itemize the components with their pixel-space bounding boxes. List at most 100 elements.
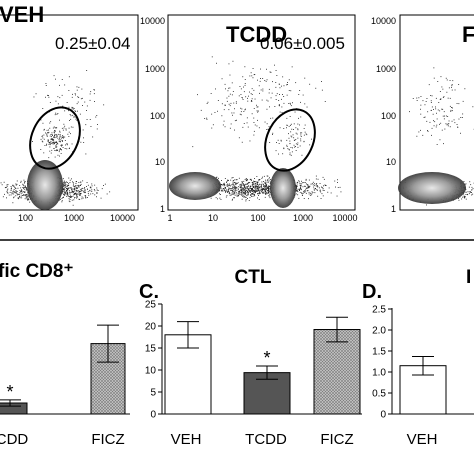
- flow-event-dot: [247, 189, 249, 191]
- flow-event-dot: [261, 191, 262, 193]
- flow-event-dot: [238, 137, 240, 139]
- flow-event-dot: [72, 190, 73, 192]
- flow-event-dot: [84, 101, 86, 103]
- flow-event-dot: [42, 122, 44, 124]
- flow-event-dot: [260, 89, 262, 91]
- flow-event-dot: [440, 122, 442, 124]
- flow-event-dot: [290, 90, 292, 92]
- flow-event-dot: [77, 185, 79, 187]
- flow-event-dot: [305, 183, 307, 185]
- flow-event-dot: [57, 154, 59, 156]
- flow-event-dot: [241, 191, 243, 192]
- flow-event-dot: [227, 191, 229, 192]
- flow-event-dot: [248, 185, 250, 187]
- flow-event-dot: [10, 188, 12, 189]
- flow-event-dot: [250, 190, 252, 191]
- flow-event-dot: [429, 121, 431, 123]
- flow-event-dot: [93, 93, 95, 95]
- flow-event-dot: [103, 185, 104, 186]
- flow-event-dot: [431, 127, 433, 129]
- flow-event-dot: [267, 175, 269, 177]
- flow-event-dot: [241, 97, 243, 98]
- flow-event-dot: [266, 183, 268, 185]
- flow-event-dot: [257, 119, 258, 121]
- flow-event-dot: [10, 186, 12, 187]
- flow-event-dot: [260, 68, 261, 70]
- flow-event-dot: [458, 103, 460, 105]
- flow-event-dot: [258, 189, 260, 191]
- flow-event-dot: [301, 154, 303, 156]
- flow-event-dot: [68, 106, 70, 108]
- flow-event-dot: [72, 192, 74, 194]
- flow-event-dot: [66, 190, 68, 192]
- flow-event-dot: [242, 97, 243, 99]
- flow-event-dot: [238, 192, 240, 194]
- flow-event-dot: [321, 193, 323, 195]
- flow-event-dot: [217, 110, 218, 112]
- flow-event-dot: [75, 192, 76, 194]
- flow-event-dot: [232, 193, 234, 195]
- flow-event-dot: [229, 87, 231, 89]
- flow-event-dot: [231, 177, 233, 179]
- flow-event-dot: [240, 88, 242, 90]
- flow-event-dot: [60, 144, 62, 146]
- flow-event-dot: [435, 97, 437, 99]
- flow-event-dot: [229, 185, 231, 187]
- flow-event-dot: [274, 106, 276, 107]
- flow-event-dot: [224, 104, 226, 106]
- flow-event-dot: [253, 89, 255, 91]
- flow-event-dot: [289, 102, 291, 104]
- flow-event-dot: [73, 108, 75, 109]
- flow-event-dot: [261, 187, 263, 189]
- flow-event-dot: [228, 188, 230, 190]
- flow-event-dot: [283, 148, 285, 150]
- flow-event-dot: [263, 192, 264, 194]
- flow-event-dot: [295, 193, 297, 195]
- flow-event-dot: [62, 135, 64, 136]
- flow-event-dot: [227, 190, 229, 191]
- flow-event-dot: [55, 112, 57, 114]
- flow-event-dot: [94, 101, 95, 102]
- flow-event-dot: [236, 187, 238, 189]
- flow-event-dot: [298, 181, 300, 183]
- flow-event-dot: [69, 182, 71, 183]
- flow-event-dot: [243, 195, 245, 197]
- flow-event-dot: [304, 190, 306, 192]
- flow-event-dot: [49, 102, 51, 103]
- flow-event-dot: [263, 186, 265, 188]
- flow-event-dot: [66, 182, 68, 183]
- flow-event-dot: [304, 185, 306, 187]
- flow-event-dot: [241, 181, 243, 183]
- flow-event-dot: [298, 180, 300, 182]
- flow-event-dot: [257, 181, 259, 183]
- flow-event-dot: [263, 188, 264, 189]
- flow-event-dot: [269, 197, 271, 199]
- flow-event-dot: [254, 192, 256, 194]
- flow-event-dot: [288, 79, 290, 81]
- flow-event-dot: [62, 181, 64, 183]
- flow-event-dot: [106, 193, 108, 195]
- flow-event-dot: [96, 192, 98, 193]
- flow-event-dot: [262, 176, 263, 178]
- flow-event-dot: [283, 85, 285, 87]
- flow-event-dot: [64, 183, 66, 185]
- flow-event-dot: [465, 191, 467, 193]
- flow-event-dot: [244, 189, 245, 191]
- flow-event-dot: [248, 190, 250, 192]
- flow-event-dot: [56, 127, 58, 129]
- flow-event-dot: [252, 188, 253, 190]
- flow-ytick-ficz: 1000: [376, 64, 396, 74]
- flow-event-dot: [263, 191, 265, 193]
- flow-event-dot: [269, 195, 271, 197]
- flow-event-dot: [299, 189, 300, 191]
- flow-event-dot: [449, 105, 451, 107]
- flow-event-dot: [77, 101, 79, 103]
- flow-event-dot: [14, 187, 16, 189]
- flow-event-dot: [75, 111, 77, 112]
- flow-event-dot: [445, 123, 447, 125]
- bar-marks-d: [399, 355, 447, 415]
- flow-event-dot: [54, 135, 56, 137]
- flow-event-dot: [263, 185, 265, 186]
- flow-event-dot: [311, 191, 313, 193]
- flow-event-dot: [234, 187, 236, 189]
